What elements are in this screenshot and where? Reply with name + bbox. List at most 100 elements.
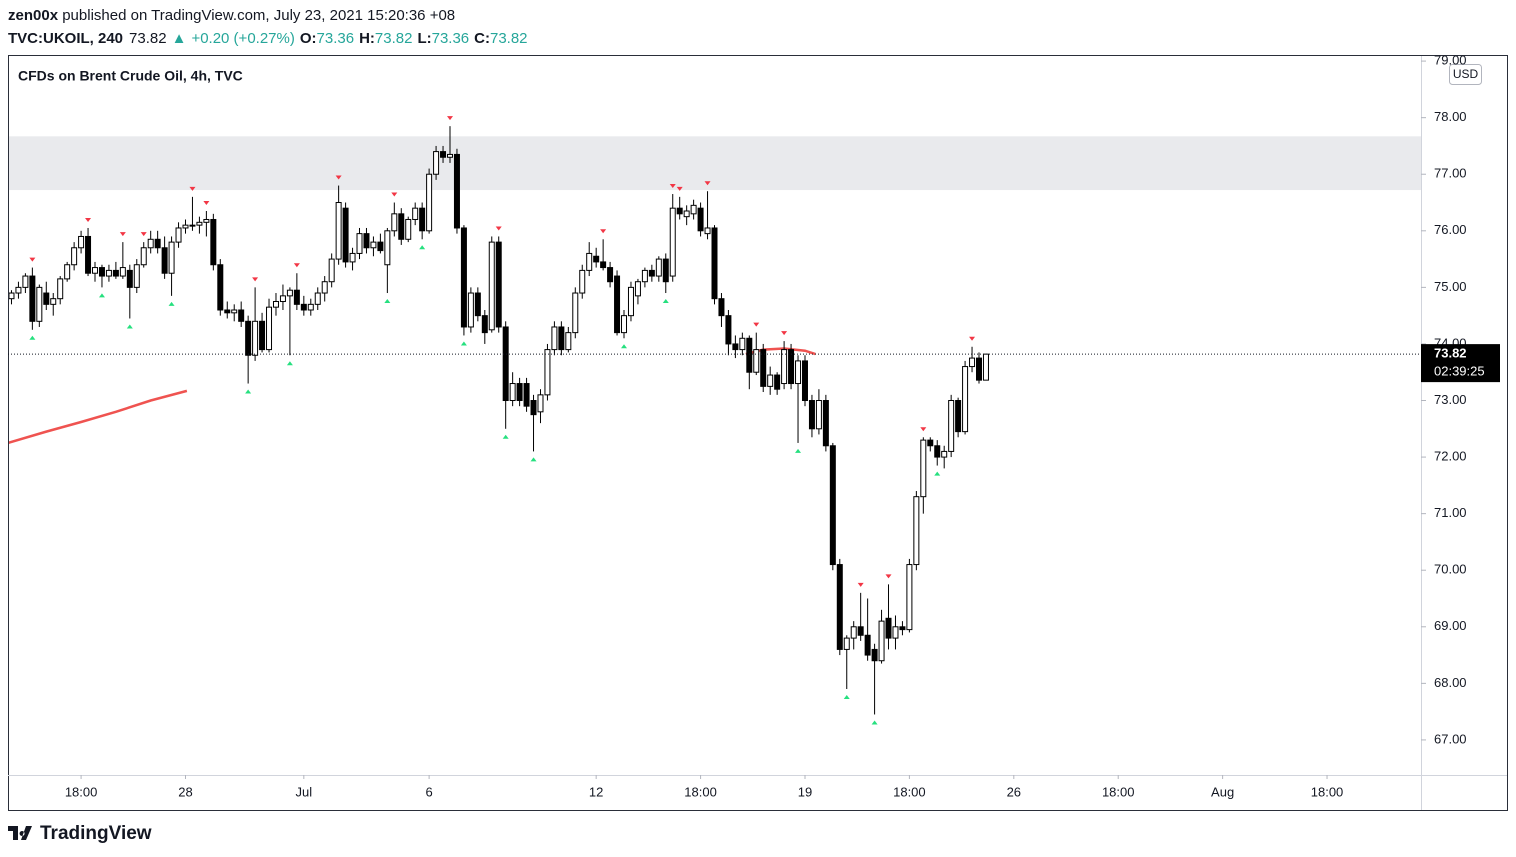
change: +0.20 (+0.27%) <box>191 30 294 47</box>
candle-body <box>927 439 934 447</box>
candle-body <box>405 218 412 240</box>
candle-body <box>906 564 913 631</box>
fractal-low <box>662 299 669 304</box>
candle-body <box>843 637 850 650</box>
y-tick-label: 68.00 <box>1434 675 1467 690</box>
candle-body <box>836 564 843 650</box>
fractal-low <box>934 471 941 476</box>
candle-body <box>850 626 857 639</box>
candle-body <box>572 292 579 334</box>
candle-body <box>252 320 259 356</box>
fractal-high <box>335 175 342 180</box>
candle-body <box>50 298 57 305</box>
candle-body <box>857 626 864 636</box>
candle-body <box>732 343 739 351</box>
candle-body <box>224 309 231 314</box>
candle-body <box>210 218 217 266</box>
candle-body <box>453 153 460 229</box>
y-tick-label: 73.00 <box>1434 392 1467 407</box>
fractal-high <box>885 574 892 579</box>
candle-body <box>370 241 377 249</box>
countdown: 02:39:25 <box>1434 364 1485 379</box>
candle-body <box>551 326 558 351</box>
candle-body <box>259 320 266 351</box>
candle-body <box>384 230 391 266</box>
candle-body <box>29 275 36 322</box>
chart-title: CFDs on Brent Crude Oil, 4h, TVC <box>18 68 243 84</box>
series-layer <box>8 116 1421 725</box>
candle-body <box>217 264 224 311</box>
x-tick-label: 18:00 <box>65 784 98 799</box>
fractal-low <box>98 293 105 298</box>
fractal-low <box>843 695 850 700</box>
x-tick-label: 28 <box>178 784 192 799</box>
candle-body <box>537 394 544 413</box>
candle-body <box>349 252 356 263</box>
x-tick-label: 18:00 <box>1311 784 1344 799</box>
candle-body <box>112 269 119 277</box>
candle-body <box>934 445 941 458</box>
candle-body <box>781 349 788 385</box>
candle-body <box>412 207 419 220</box>
candle-body <box>753 349 760 373</box>
candle-body <box>913 496 920 566</box>
fractal-high <box>704 181 711 186</box>
ohlc-label: H: <box>359 30 375 47</box>
candle-body <box>36 286 43 322</box>
candle-body <box>279 295 286 303</box>
brand-logo <box>8 826 32 840</box>
candle-body <box>586 252 593 271</box>
y-tick-label: 69.00 <box>1434 618 1467 633</box>
fractal-high <box>140 232 147 237</box>
candle-body <box>760 349 767 387</box>
candle-body <box>502 326 509 402</box>
fractal-low <box>245 389 252 394</box>
x-tick-label: 12 <box>589 784 603 799</box>
candle-body <box>593 255 600 263</box>
publish-line: zen00x published on TradingView.com, Jul… <box>8 7 455 24</box>
candle-body <box>558 326 565 351</box>
fractal-low <box>795 448 802 453</box>
zone <box>9 136 1421 191</box>
candle-body <box>446 153 453 158</box>
fractal-low <box>29 335 36 340</box>
fractal-high <box>189 186 196 191</box>
brand: TradingView <box>40 823 152 844</box>
candle-body <box>488 241 495 331</box>
candle-body <box>182 224 189 229</box>
candle-body <box>495 241 502 328</box>
y-tick-label: 78.00 <box>1434 109 1467 124</box>
candle-body <box>864 634 871 656</box>
ohlc-label: C: <box>474 30 490 47</box>
fractal-high <box>85 217 92 222</box>
plot-area <box>8 116 1421 725</box>
ohlc-value: 73.36 <box>432 30 470 47</box>
x-tick-label: 19 <box>798 784 812 799</box>
candle-body <box>22 275 29 288</box>
fractal-high <box>446 116 453 121</box>
candle-body <box>356 233 363 254</box>
candle-body <box>523 383 530 407</box>
indicator-line <box>8 389 188 445</box>
fractal-high <box>391 192 398 197</box>
candle-body <box>829 445 836 566</box>
x-tick-label: 18:00 <box>684 784 717 799</box>
candle-body <box>767 374 774 387</box>
candle-body <box>266 306 273 351</box>
candle-body <box>641 269 648 283</box>
candle-body <box>948 400 955 452</box>
candle-body <box>231 309 238 314</box>
candle-body <box>822 400 829 447</box>
candle-body <box>565 332 572 351</box>
fractal-high <box>600 229 607 234</box>
fractal-low <box>621 344 628 349</box>
candle-body <box>655 258 662 277</box>
price: 73.82 <box>129 30 167 47</box>
x-tick-label: Jul <box>296 784 313 799</box>
fractal-low <box>419 245 426 250</box>
candle-body <box>739 337 746 351</box>
y-tick-label: 71.00 <box>1434 505 1467 520</box>
candle-body <box>57 278 64 300</box>
candle-body <box>419 207 426 232</box>
